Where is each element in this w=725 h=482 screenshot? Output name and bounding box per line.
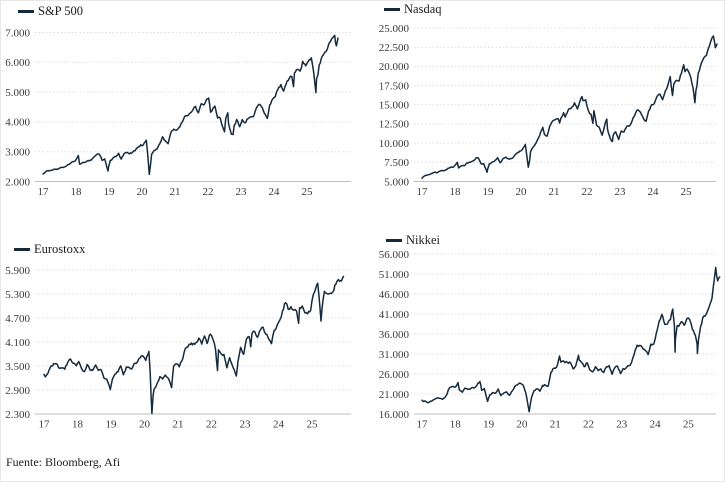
svg-text:6.000: 6.000 [5,57,30,69]
svg-text:25: 25 [683,419,695,431]
svg-text:20.000: 20.000 [379,61,410,73]
svg-text:26.000: 26.000 [379,369,410,381]
svg-text:22: 22 [206,419,217,431]
svg-text:7.500: 7.500 [384,157,409,169]
eurostoxx-plot: 5.900 5.300 4.700 4.100 3.500 2.900 2.300 17 18 1… [5,265,351,431]
legend-label: Eurostoxx [34,242,86,256]
svg-text:3.500: 3.500 [5,361,30,373]
svg-text:17: 17 [39,419,51,431]
svg-text:19: 19 [106,419,118,431]
chart-eurostoxx: Eurostoxx 5.900 5.300 4.700 4.100 3.500 2.900… [1,233,363,463]
svg-text:17: 17 [38,186,50,198]
legend-eurostoxx: Eurostoxx [14,242,85,257]
svg-text:22.500: 22.500 [379,42,410,54]
svg-text:19: 19 [104,186,116,198]
svg-text:22: 22 [203,186,214,198]
svg-text:12.500: 12.500 [379,119,410,131]
svg-text:5.000: 5.000 [5,87,30,99]
svg-text:5.900: 5.900 [5,265,30,277]
svg-text:2.900: 2.900 [5,385,30,397]
svg-text:15.000: 15.000 [379,100,410,112]
svg-text:18: 18 [450,419,462,431]
svg-text:18: 18 [450,186,462,198]
legend-line-icon [18,10,34,13]
svg-text:19: 19 [483,419,495,431]
legend-line-icon [14,248,30,251]
svg-text:46.000: 46.000 [379,289,410,301]
legend-label: Nasdaq [404,2,442,16]
legend-sp500: S&P 500 [18,4,83,19]
nasdaq-plot: 25.000 22.500 20.000 17.500 15.000 12.500 10.0… [379,23,718,198]
svg-text:21: 21 [549,186,560,198]
svg-text:17.500: 17.500 [379,80,410,92]
svg-text:41.000: 41.000 [379,309,410,321]
svg-text:21: 21 [173,419,184,431]
sp500-plot: 7.000 6.000 5.000 4.000 3.000 2.000 17 18 19 20 21… [5,27,351,198]
svg-text:23: 23 [240,419,252,431]
svg-text:22: 22 [583,419,594,431]
svg-text:36.000: 36.000 [379,329,410,341]
svg-text:16.000: 16.000 [379,409,410,421]
svg-text:20: 20 [137,186,149,198]
svg-text:23: 23 [236,186,248,198]
nikkei-plot: 56.000 51.000 46.000 41.000 36.000 31.000 26.0… [379,249,721,431]
svg-text:2.000: 2.000 [5,176,30,188]
svg-text:24: 24 [273,419,285,431]
svg-text:2.300: 2.300 [5,409,30,421]
svg-text:24: 24 [650,419,662,431]
svg-text:25.000: 25.000 [379,23,410,35]
svg-text:18: 18 [71,186,83,198]
legend-line-icon [386,239,402,242]
legend-line-icon [384,8,400,11]
svg-text:21: 21 [170,186,181,198]
svg-text:17: 17 [417,186,429,198]
svg-text:21: 21 [550,419,561,431]
svg-text:5.300: 5.300 [5,289,30,301]
svg-text:20: 20 [516,419,528,431]
svg-text:4.700: 4.700 [5,313,30,325]
svg-text:10.000: 10.000 [379,138,410,150]
svg-text:4.100: 4.100 [5,337,30,349]
svg-text:19: 19 [483,186,495,198]
svg-text:18: 18 [72,419,84,431]
svg-text:17: 17 [417,419,429,431]
svg-text:56.000: 56.000 [379,249,410,261]
source-note: Fuente: Bloomberg, Afi [6,455,121,469]
svg-text:25: 25 [681,186,693,198]
chart-nasdaq: Nasdaq 25.000 22.500 20.000 17.500 15.000 12.… [364,1,724,231]
legend-nikkei: Nikkei [386,233,440,248]
svg-text:23: 23 [616,419,628,431]
svg-text:4.000: 4.000 [5,117,30,129]
svg-text:25: 25 [307,419,319,431]
svg-text:20: 20 [139,419,151,431]
svg-text:51.000: 51.000 [379,269,410,281]
legend-nasdaq: Nasdaq [384,2,442,17]
svg-text:5.000: 5.000 [384,176,409,188]
svg-text:24: 24 [648,186,660,198]
svg-text:20: 20 [516,186,528,198]
svg-text:23: 23 [615,186,627,198]
legend-label: Nikkei [406,233,441,247]
svg-text:31.000: 31.000 [379,349,410,361]
svg-text:21.000: 21.000 [379,389,410,401]
svg-text:25: 25 [302,186,314,198]
chart-sp500: S&P 500 7.000 6.000 5.000 4.000 3.000 2.000 17… [1,1,363,231]
chart-nikkei: Nikkei 56.000 51.000 46.000 41.000 36.000 31.… [364,233,724,463]
svg-text:22: 22 [582,186,593,198]
svg-text:7.000: 7.000 [5,27,30,39]
svg-text:24: 24 [269,186,281,198]
legend-label: S&P 500 [38,4,84,18]
svg-text:3.000: 3.000 [5,147,30,159]
